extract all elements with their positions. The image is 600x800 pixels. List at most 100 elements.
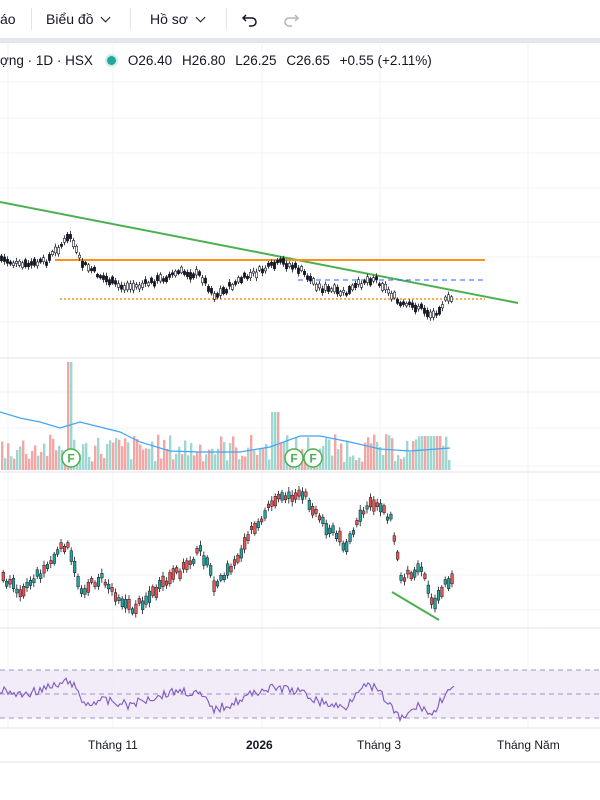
- volume-bar: [169, 435, 172, 470]
- chart-menu-button[interactable]: Biểu đồ: [46, 0, 111, 38]
- volume-bar: [418, 436, 421, 470]
- volume-bar: [385, 434, 388, 470]
- osc-candle: [100, 573, 104, 579]
- osc-candle: [66, 542, 70, 548]
- price-candle: [249, 272, 252, 279]
- osc-candle: [93, 582, 97, 588]
- volume-bar: [352, 455, 355, 470]
- osc-candle: [423, 573, 427, 579]
- price-candle: [126, 282, 129, 291]
- price-candle: [435, 312, 438, 316]
- toolbar-shadow: [0, 38, 600, 43]
- price-candle: [399, 302, 402, 307]
- oscillator-pane: [1, 486, 454, 621]
- volume-bar: [121, 446, 124, 470]
- volume-bar: [85, 443, 88, 470]
- price-candle: [42, 257, 45, 262]
- truncated-menu-label[interactable]: áo: [0, 11, 16, 27]
- volume-bar: [232, 436, 235, 470]
- volume-bar: [382, 454, 385, 470]
- price-candle: [267, 262, 270, 267]
- osc-candle: [260, 518, 264, 523]
- osc-candle: [283, 495, 288, 501]
- osc-candle: [120, 598, 124, 608]
- price-candle: [228, 282, 231, 287]
- volume-bar: [181, 454, 184, 470]
- volume-bar: [178, 446, 181, 470]
- toolbar-divider: [130, 8, 131, 30]
- osc-candle: [192, 558, 196, 564]
- volume-bar: [91, 461, 94, 470]
- osc-candle: [25, 582, 29, 588]
- volume-bar: [58, 445, 61, 470]
- osc-candle: [83, 588, 87, 595]
- volume-bar: [46, 455, 49, 470]
- price-candle: [33, 258, 36, 266]
- osc-candle: [11, 578, 16, 589]
- undo-button[interactable]: [241, 0, 259, 38]
- osc-candle: [236, 555, 240, 563]
- price-candle: [141, 282, 144, 288]
- volume-bar: [322, 445, 325, 470]
- osc-candle: [355, 520, 359, 526]
- osc-candle: [447, 578, 451, 589]
- osc-candle: [382, 505, 386, 513]
- price-candle: [324, 283, 327, 291]
- osc-candle: [287, 491, 291, 499]
- osc-candle: [413, 569, 417, 578]
- price-candle: [63, 238, 66, 243]
- price-candle: [81, 260, 84, 268]
- redo-button[interactable]: [282, 0, 300, 38]
- osc-candle: [103, 581, 107, 586]
- volume-bar: [430, 436, 433, 470]
- price-candle: [450, 296, 453, 302]
- price-candle: [339, 291, 342, 296]
- volume-bar: [205, 454, 208, 470]
- volume-bar: [139, 444, 142, 470]
- volume-bar: [397, 455, 400, 470]
- price-candle: [357, 279, 360, 285]
- volume-bar: [223, 442, 226, 470]
- price-candle: [0, 255, 3, 262]
- osc-candle: [175, 567, 179, 573]
- price-candle: [327, 286, 330, 292]
- price-candle: [369, 278, 372, 286]
- volume-bar: [49, 434, 52, 470]
- price-candle: [420, 303, 423, 309]
- osc-candle: [379, 503, 383, 513]
- price-candle: [402, 301, 405, 305]
- volume-bar: [16, 449, 19, 470]
- price-candle: [393, 291, 396, 299]
- volume-bar: [67, 362, 70, 470]
- price-candle: [354, 283, 357, 289]
- price-candle: [57, 247, 60, 255]
- volume-bar: [124, 438, 127, 470]
- redo-icon: [284, 14, 300, 27]
- volume-bar: [340, 443, 343, 470]
- osc-candle: [124, 599, 128, 609]
- volume-bar: [151, 441, 154, 470]
- osc-candle: [232, 559, 237, 566]
- osc-candle: [317, 515, 322, 521]
- price-candle: [288, 262, 291, 267]
- price-candle: [231, 284, 234, 290]
- osc-candle: [406, 569, 410, 575]
- price-candle: [243, 272, 246, 278]
- volume-bar: [166, 448, 169, 470]
- osc-candle: [127, 598, 131, 610]
- volume-bar: [406, 440, 409, 470]
- price-candle: [72, 240, 75, 248]
- osc-candle: [222, 575, 226, 580]
- symbol-title[interactable]: ợng · 1D · HSX: [0, 52, 93, 68]
- osc-candle: [18, 589, 22, 598]
- volume-bar: [271, 412, 274, 470]
- osc-candle: [324, 523, 328, 536]
- volume-bar: [334, 434, 337, 470]
- profile-menu-button[interactable]: Hồ sơ: [150, 0, 206, 38]
- osc-candle: [15, 588, 19, 594]
- volume-bar: [442, 445, 445, 470]
- osc-candle: [45, 564, 50, 569]
- price-candle: [270, 261, 273, 266]
- osc-candle: [215, 581, 220, 587]
